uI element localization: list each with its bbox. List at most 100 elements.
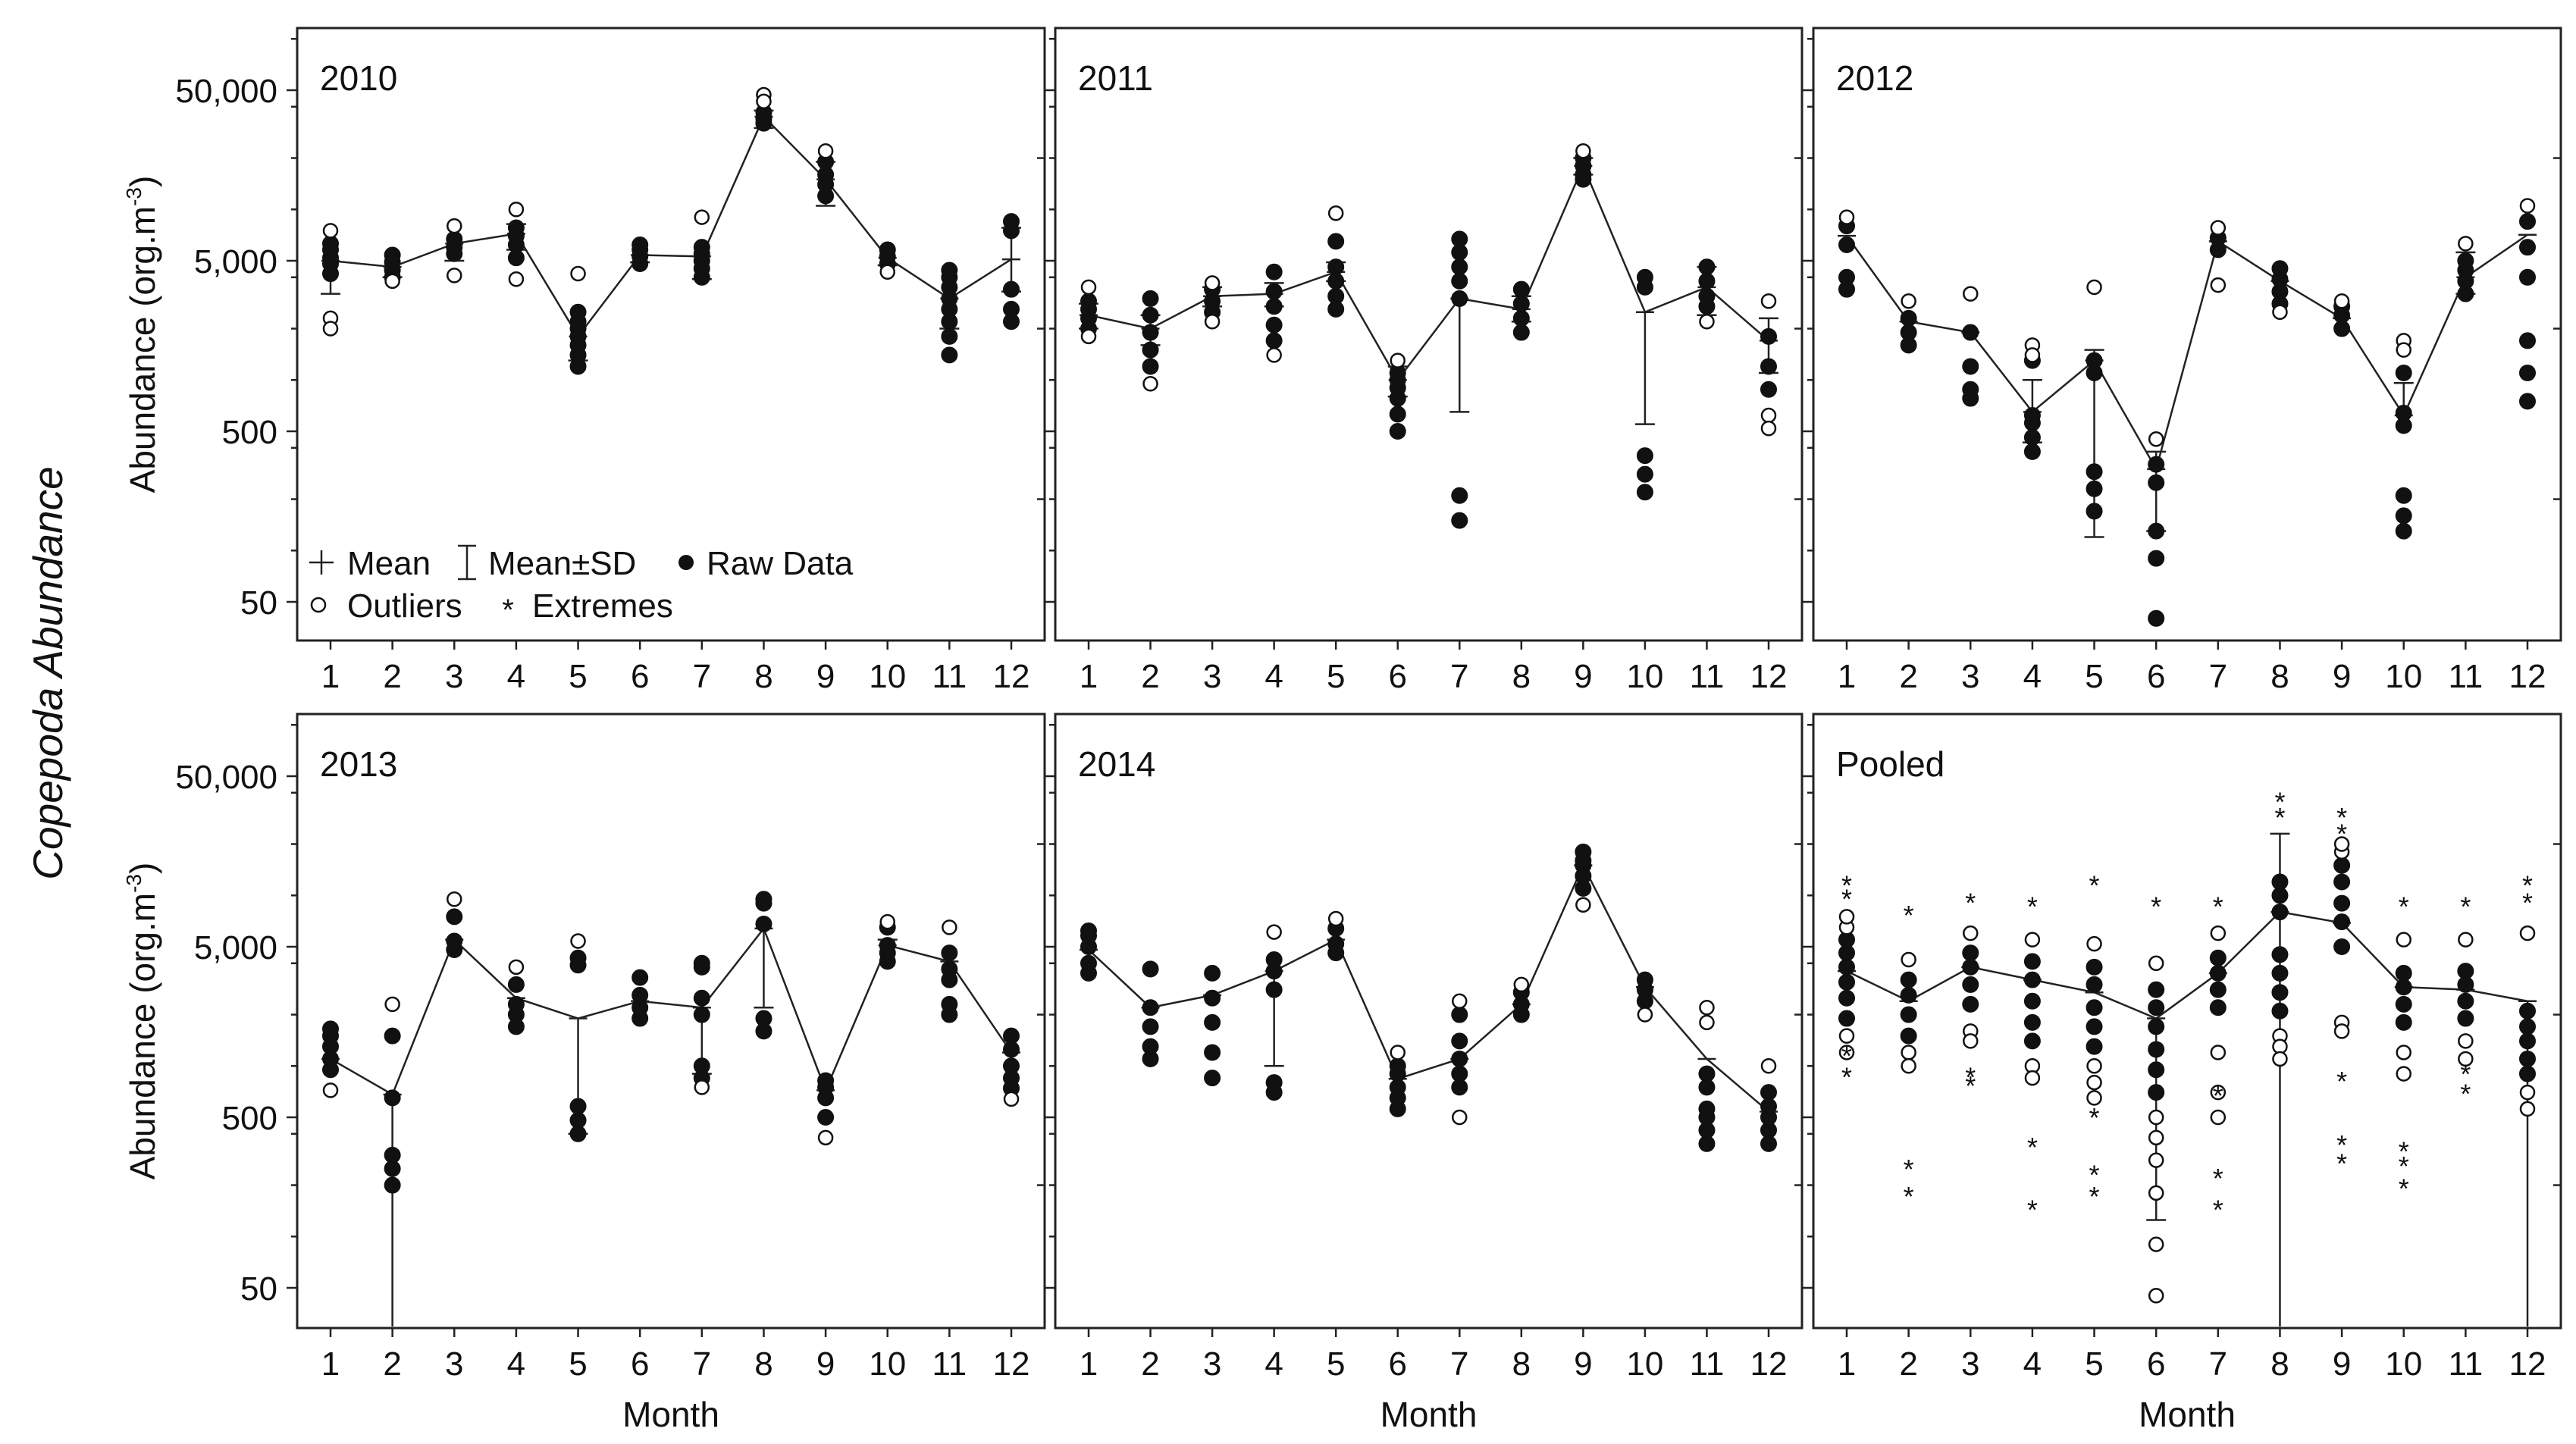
extreme-point: * (1841, 869, 1852, 901)
extreme-point: * (2089, 1160, 2100, 1191)
raw-point (569, 1111, 587, 1129)
x-tick-label: 11 (2449, 1345, 2484, 1383)
outlier-point (447, 268, 462, 283)
extreme-point: * (2151, 891, 2161, 922)
outlier-point (2396, 342, 2411, 358)
outlier-point (570, 265, 586, 282)
x-tick-label: 5 (1327, 658, 1345, 695)
raw-point (2457, 252, 2474, 269)
x-tick-label: 8 (2270, 658, 2289, 695)
raw-point (2271, 260, 2289, 277)
outlier-point (1699, 1014, 1715, 1031)
outlier-point (1452, 1109, 1468, 1126)
outlier-point (1838, 909, 1855, 925)
x-tick-label: 1 (321, 1345, 340, 1383)
outlier-point (1963, 1033, 1979, 1049)
extreme-point: * (1841, 1062, 1852, 1093)
extreme-point: * (2089, 1181, 2100, 1212)
raw-point (1265, 951, 1283, 969)
raw-point (2395, 1013, 2412, 1031)
raw-point (1900, 324, 1917, 341)
mean-line (330, 926, 1013, 1096)
outlier-point (1838, 1028, 1855, 1044)
extreme-point: * (2213, 1163, 2223, 1194)
outlier-point (1901, 1058, 1916, 1074)
x-tick-label: 10 (869, 658, 906, 695)
outlier-point (1390, 1045, 1406, 1060)
extreme-point: * (1965, 1070, 1976, 1101)
outlier-point (1637, 1007, 1653, 1023)
x-tick-label: 8 (754, 658, 772, 695)
x-tick-label: 1 (1080, 1345, 1098, 1383)
raw-point (384, 1176, 401, 1194)
outlier-point (1963, 925, 1979, 941)
outlier-point (2024, 347, 2041, 363)
mean-line (1846, 910, 2528, 1020)
raw-point (1760, 1098, 1777, 1115)
x-tick-label: 4 (1264, 1345, 1283, 1383)
extreme-point: * (2399, 891, 2409, 922)
x-tick-label: 3 (445, 1345, 463, 1383)
raw-point (1698, 1100, 1716, 1117)
x-tick-label: 11 (2449, 658, 2484, 695)
raw-point (1838, 1010, 1855, 1027)
raw-point (1698, 272, 1716, 290)
raw-point (1389, 1057, 1406, 1075)
raw-point (693, 1006, 710, 1023)
outlier-point (2148, 1288, 2164, 1304)
x-axis-title: Month (2139, 1395, 2236, 1434)
panel-pooled: 1 2 3 4 5 6 7 8 9 10 11 12Pooled*******************… (1803, 713, 2562, 1383)
legend-extreme-symbol: * (502, 594, 514, 627)
raw-point (2023, 953, 2041, 970)
raw-point (1900, 971, 1917, 988)
outlier-point (1838, 209, 1855, 225)
outlier-point (2396, 1045, 2411, 1060)
outlier-point (879, 264, 895, 280)
outlier-point (2148, 1109, 2164, 1126)
outlier-point (1327, 205, 1344, 221)
outlier-point (2148, 1185, 2164, 1201)
raw-point (1265, 298, 1283, 315)
x-tick-label: 3 (445, 658, 463, 695)
raw-point (384, 1027, 401, 1045)
raw-point (2086, 976, 2103, 993)
y-tick-label: 500 (222, 1100, 277, 1137)
raw-point (1204, 964, 1221, 982)
raw-point (1760, 1084, 1777, 1101)
raw-point (1003, 300, 1020, 318)
panel-title: 2013 (320, 744, 397, 784)
x-tick-label: 2 (383, 658, 401, 695)
raw-point (1451, 1050, 1468, 1067)
raw-point (1327, 233, 1345, 250)
extreme-point: * (2336, 802, 2347, 833)
raw-point (2086, 958, 2103, 976)
raw-point (2086, 999, 2103, 1016)
x-tick-label: 3 (1203, 658, 1221, 695)
extreme-point: * (1965, 887, 1976, 918)
mean-line (330, 114, 1012, 339)
extreme-point: * (2274, 802, 2285, 833)
x-tick-label: 6 (2147, 1345, 2165, 1383)
y-tick-label: 500 (222, 414, 277, 451)
x-tick-label: 1 (1838, 658, 1856, 695)
raw-point (941, 944, 958, 962)
outlier-point (2148, 1129, 2164, 1146)
outlier-point (2333, 836, 2350, 852)
x-tick-label: 10 (869, 1345, 906, 1383)
legend-extreme-label: Extremes (532, 587, 673, 625)
raw-point (569, 1098, 587, 1115)
outlier-point (2210, 1109, 2227, 1126)
x-tick-label: 8 (754, 1345, 772, 1383)
raw-point (1962, 995, 1979, 1013)
raw-point (384, 1146, 401, 1164)
panel-title: 2010 (320, 58, 397, 98)
raw-point (1636, 447, 1653, 465)
raw-point (2086, 1038, 2103, 1055)
outlier-point (2086, 279, 2102, 296)
raw-point (1962, 958, 1979, 976)
outlier-point (817, 1129, 834, 1146)
x-tick-label: 6 (631, 1345, 649, 1383)
